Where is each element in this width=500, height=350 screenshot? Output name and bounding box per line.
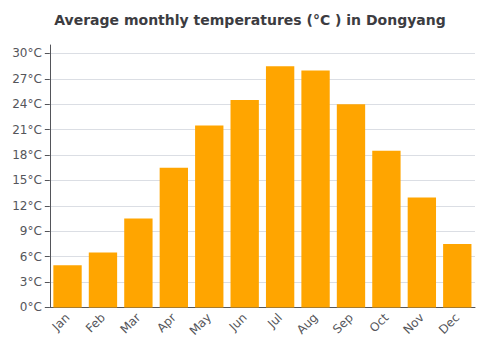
svg-text:27°C: 27°C [12, 72, 42, 86]
svg-text:9°C: 9°C [20, 224, 42, 238]
svg-text:May: May [187, 311, 214, 338]
svg-text:6°C: 6°C [20, 250, 42, 264]
svg-text:Apr: Apr [154, 310, 179, 335]
svg-text:Jun: Jun [226, 311, 250, 335]
svg-text:Sep: Sep [330, 311, 356, 337]
svg-text:Oct: Oct [367, 310, 392, 335]
svg-text:Mar: Mar [117, 310, 143, 336]
svg-text:0°C: 0°C [20, 300, 42, 314]
svg-text:21°C: 21°C [12, 123, 42, 137]
svg-text:24°C: 24°C [12, 97, 42, 111]
svg-text:Aug: Aug [294, 311, 320, 337]
svg-text:3°C: 3°C [20, 275, 42, 289]
svg-text:12°C: 12°C [12, 199, 42, 213]
svg-text:Feb: Feb [83, 311, 108, 336]
svg-text:18°C: 18°C [12, 148, 42, 162]
svg-text:30°C: 30°C [12, 46, 42, 60]
svg-text:15°C: 15°C [12, 173, 42, 187]
svg-text:Nov: Nov [400, 311, 426, 337]
svg-text:Jul: Jul [264, 311, 285, 332]
svg-text:Jan: Jan [49, 311, 73, 335]
svg-text:Average monthly temperatures (: Average monthly temperatures (°C ) in Do… [54, 12, 446, 28]
svg-text:Dec: Dec [436, 311, 462, 337]
